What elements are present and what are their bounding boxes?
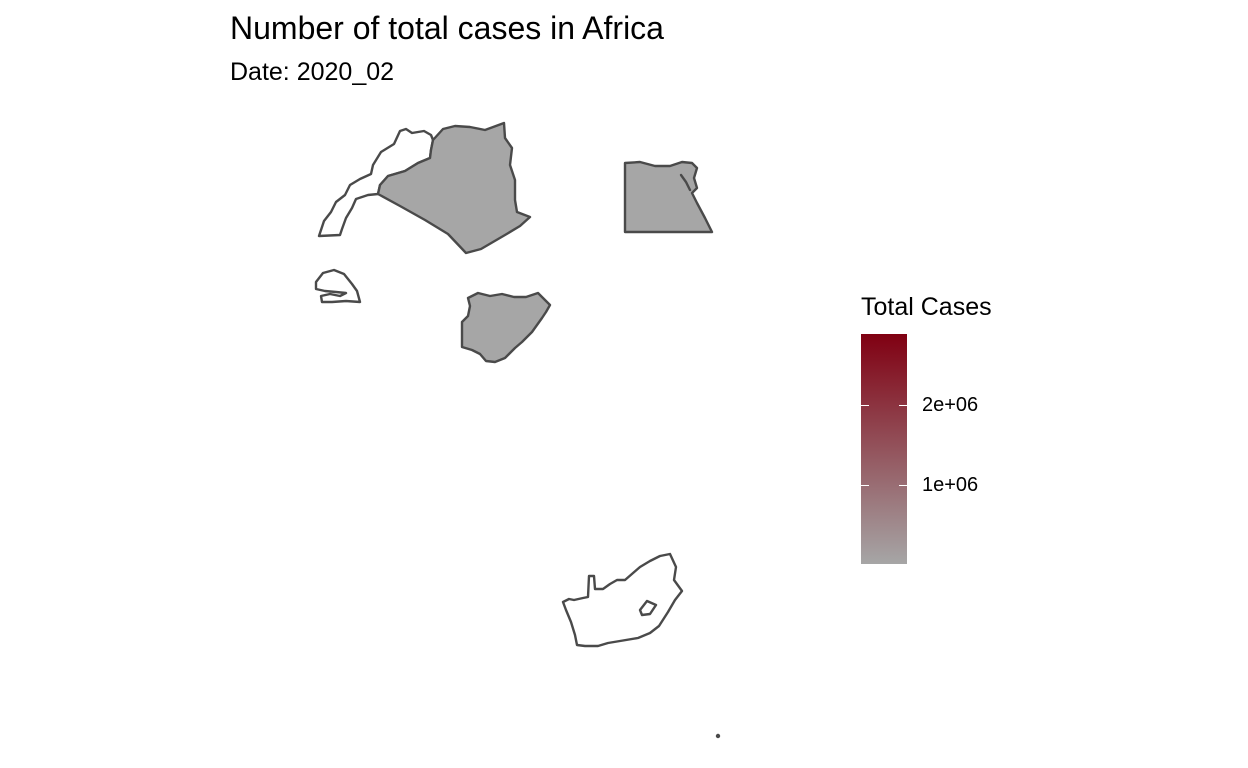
legend-break-label: 1e+06: [922, 473, 979, 496]
legend-tick-left: [861, 484, 869, 486]
legend-tick-right: [899, 484, 907, 486]
region-egypt: [623, 160, 714, 234]
region-south-africa: [561, 552, 684, 648]
legend: Total Cases 1e+06 2e+06: [861, 290, 1061, 580]
legend-colorbar: [861, 334, 907, 564]
region-algeria: [376, 121, 532, 255]
legend-tick-right: [899, 405, 907, 407]
legend-title: Total Cases: [861, 293, 992, 321]
region-nigeria: [460, 291, 552, 364]
egypt-inner-line: [679, 173, 692, 192]
legend-break-label: 2e+06: [922, 394, 979, 417]
map-subtitle: Date: 2020_02: [230, 58, 395, 86]
region-senegal: [314, 268, 362, 304]
legend-tick-left: [861, 405, 869, 407]
island-dot: [715, 733, 721, 739]
map-title: Number of total cases in Africa: [230, 10, 664, 46]
